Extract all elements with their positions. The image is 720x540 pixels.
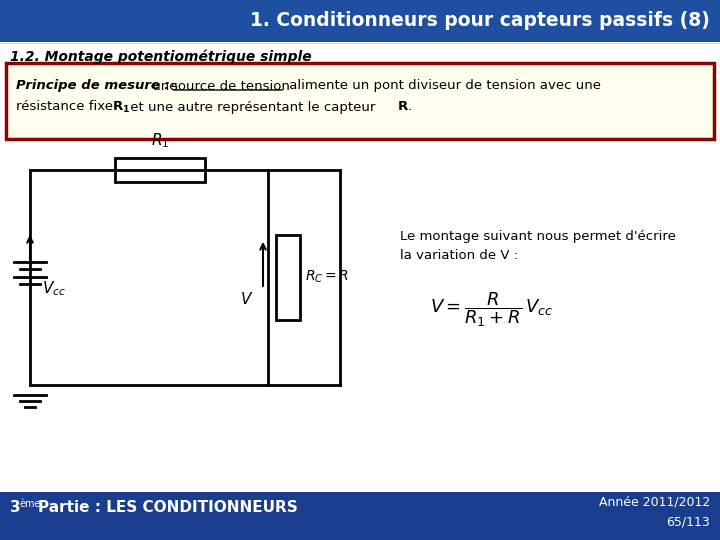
Text: résistance fixe: résistance fixe <box>16 100 117 113</box>
Text: $V$: $V$ <box>240 291 253 307</box>
Text: $V = \dfrac{R}{R_1 + R}\,V_{cc}$: $V = \dfrac{R}{R_1 + R}\,V_{cc}$ <box>430 291 553 329</box>
Text: 3: 3 <box>10 500 21 515</box>
Text: Principe de mesure :: Principe de mesure : <box>16 79 170 92</box>
Text: Partie : LES CONDITIONNEURS: Partie : LES CONDITIONNEURS <box>38 500 298 515</box>
Bar <box>0 0 720 42</box>
Text: 65/113: 65/113 <box>666 516 710 529</box>
Text: 1. Conditionneurs pour capteurs passifs (8): 1. Conditionneurs pour capteurs passifs … <box>250 11 710 30</box>
Text: alimente un pont diviseur de tension avec une: alimente un pont diviseur de tension ave… <box>285 79 601 92</box>
Text: et une autre représentant le capteur: et une autre représentant le capteur <box>126 100 379 113</box>
Text: $R_1$: $R_1$ <box>151 131 169 150</box>
Text: Le montage suivant nous permet d'écrire
la variation de V :: Le montage suivant nous permet d'écrire … <box>400 230 676 262</box>
Text: Année 2011/2012: Année 2011/2012 <box>599 496 710 509</box>
Bar <box>115 158 205 182</box>
Text: 1.2. Montage potentiométrique simple: 1.2. Montage potentiométrique simple <box>10 50 312 64</box>
Text: $\mathbf{R}$: $\mathbf{R}$ <box>397 100 409 113</box>
Text: $V_{cc}$: $V_{cc}$ <box>42 280 66 298</box>
Text: une: une <box>148 79 181 92</box>
Text: source de tension: source de tension <box>171 79 290 92</box>
Text: $R_C = R$: $R_C = R$ <box>305 269 349 285</box>
Text: .: . <box>408 100 412 113</box>
Bar <box>0 492 720 540</box>
Text: ème: ème <box>19 499 40 509</box>
Bar <box>276 235 300 320</box>
Text: $\mathbf{R_1}$: $\mathbf{R_1}$ <box>112 99 130 114</box>
FancyBboxPatch shape <box>6 63 714 139</box>
